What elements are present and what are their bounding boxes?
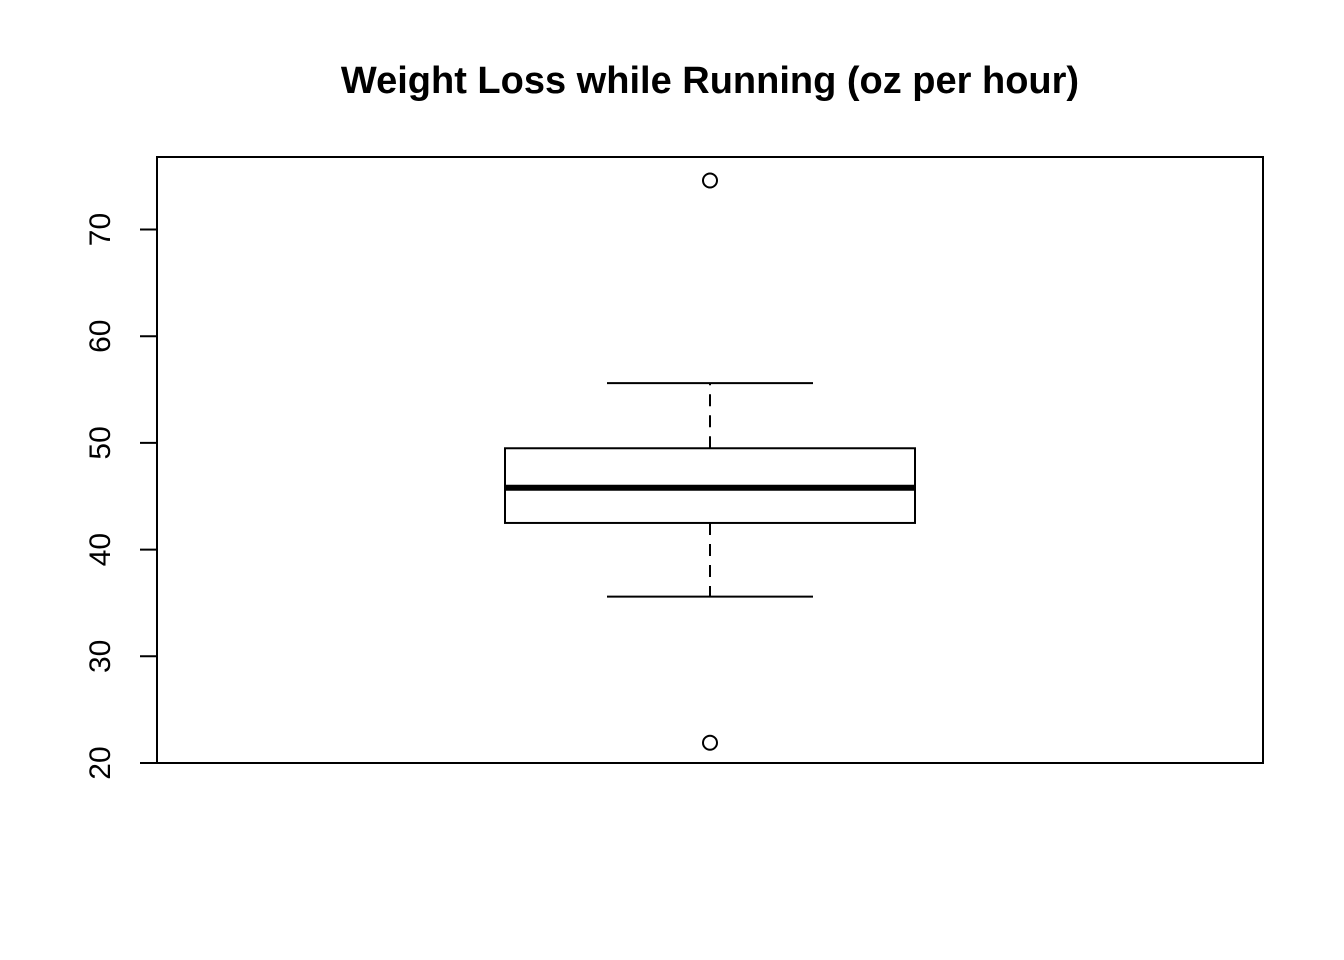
y-tick-label: 60	[84, 320, 117, 353]
y-tick-label: 30	[84, 640, 117, 673]
boxplot	[504, 172, 916, 751]
outlier-point	[702, 172, 718, 189]
y-tick-label: 40	[84, 533, 117, 566]
chart-title: Weight Loss while Running (oz per hour)	[341, 60, 1079, 102]
y-tick-label: 70	[84, 213, 117, 246]
y-tick-label: 50	[84, 426, 117, 459]
y-tick-label: 20	[84, 746, 117, 779]
y-axis: 20 30 40 50 60 70	[84, 213, 158, 780]
outlier-point	[702, 734, 718, 751]
